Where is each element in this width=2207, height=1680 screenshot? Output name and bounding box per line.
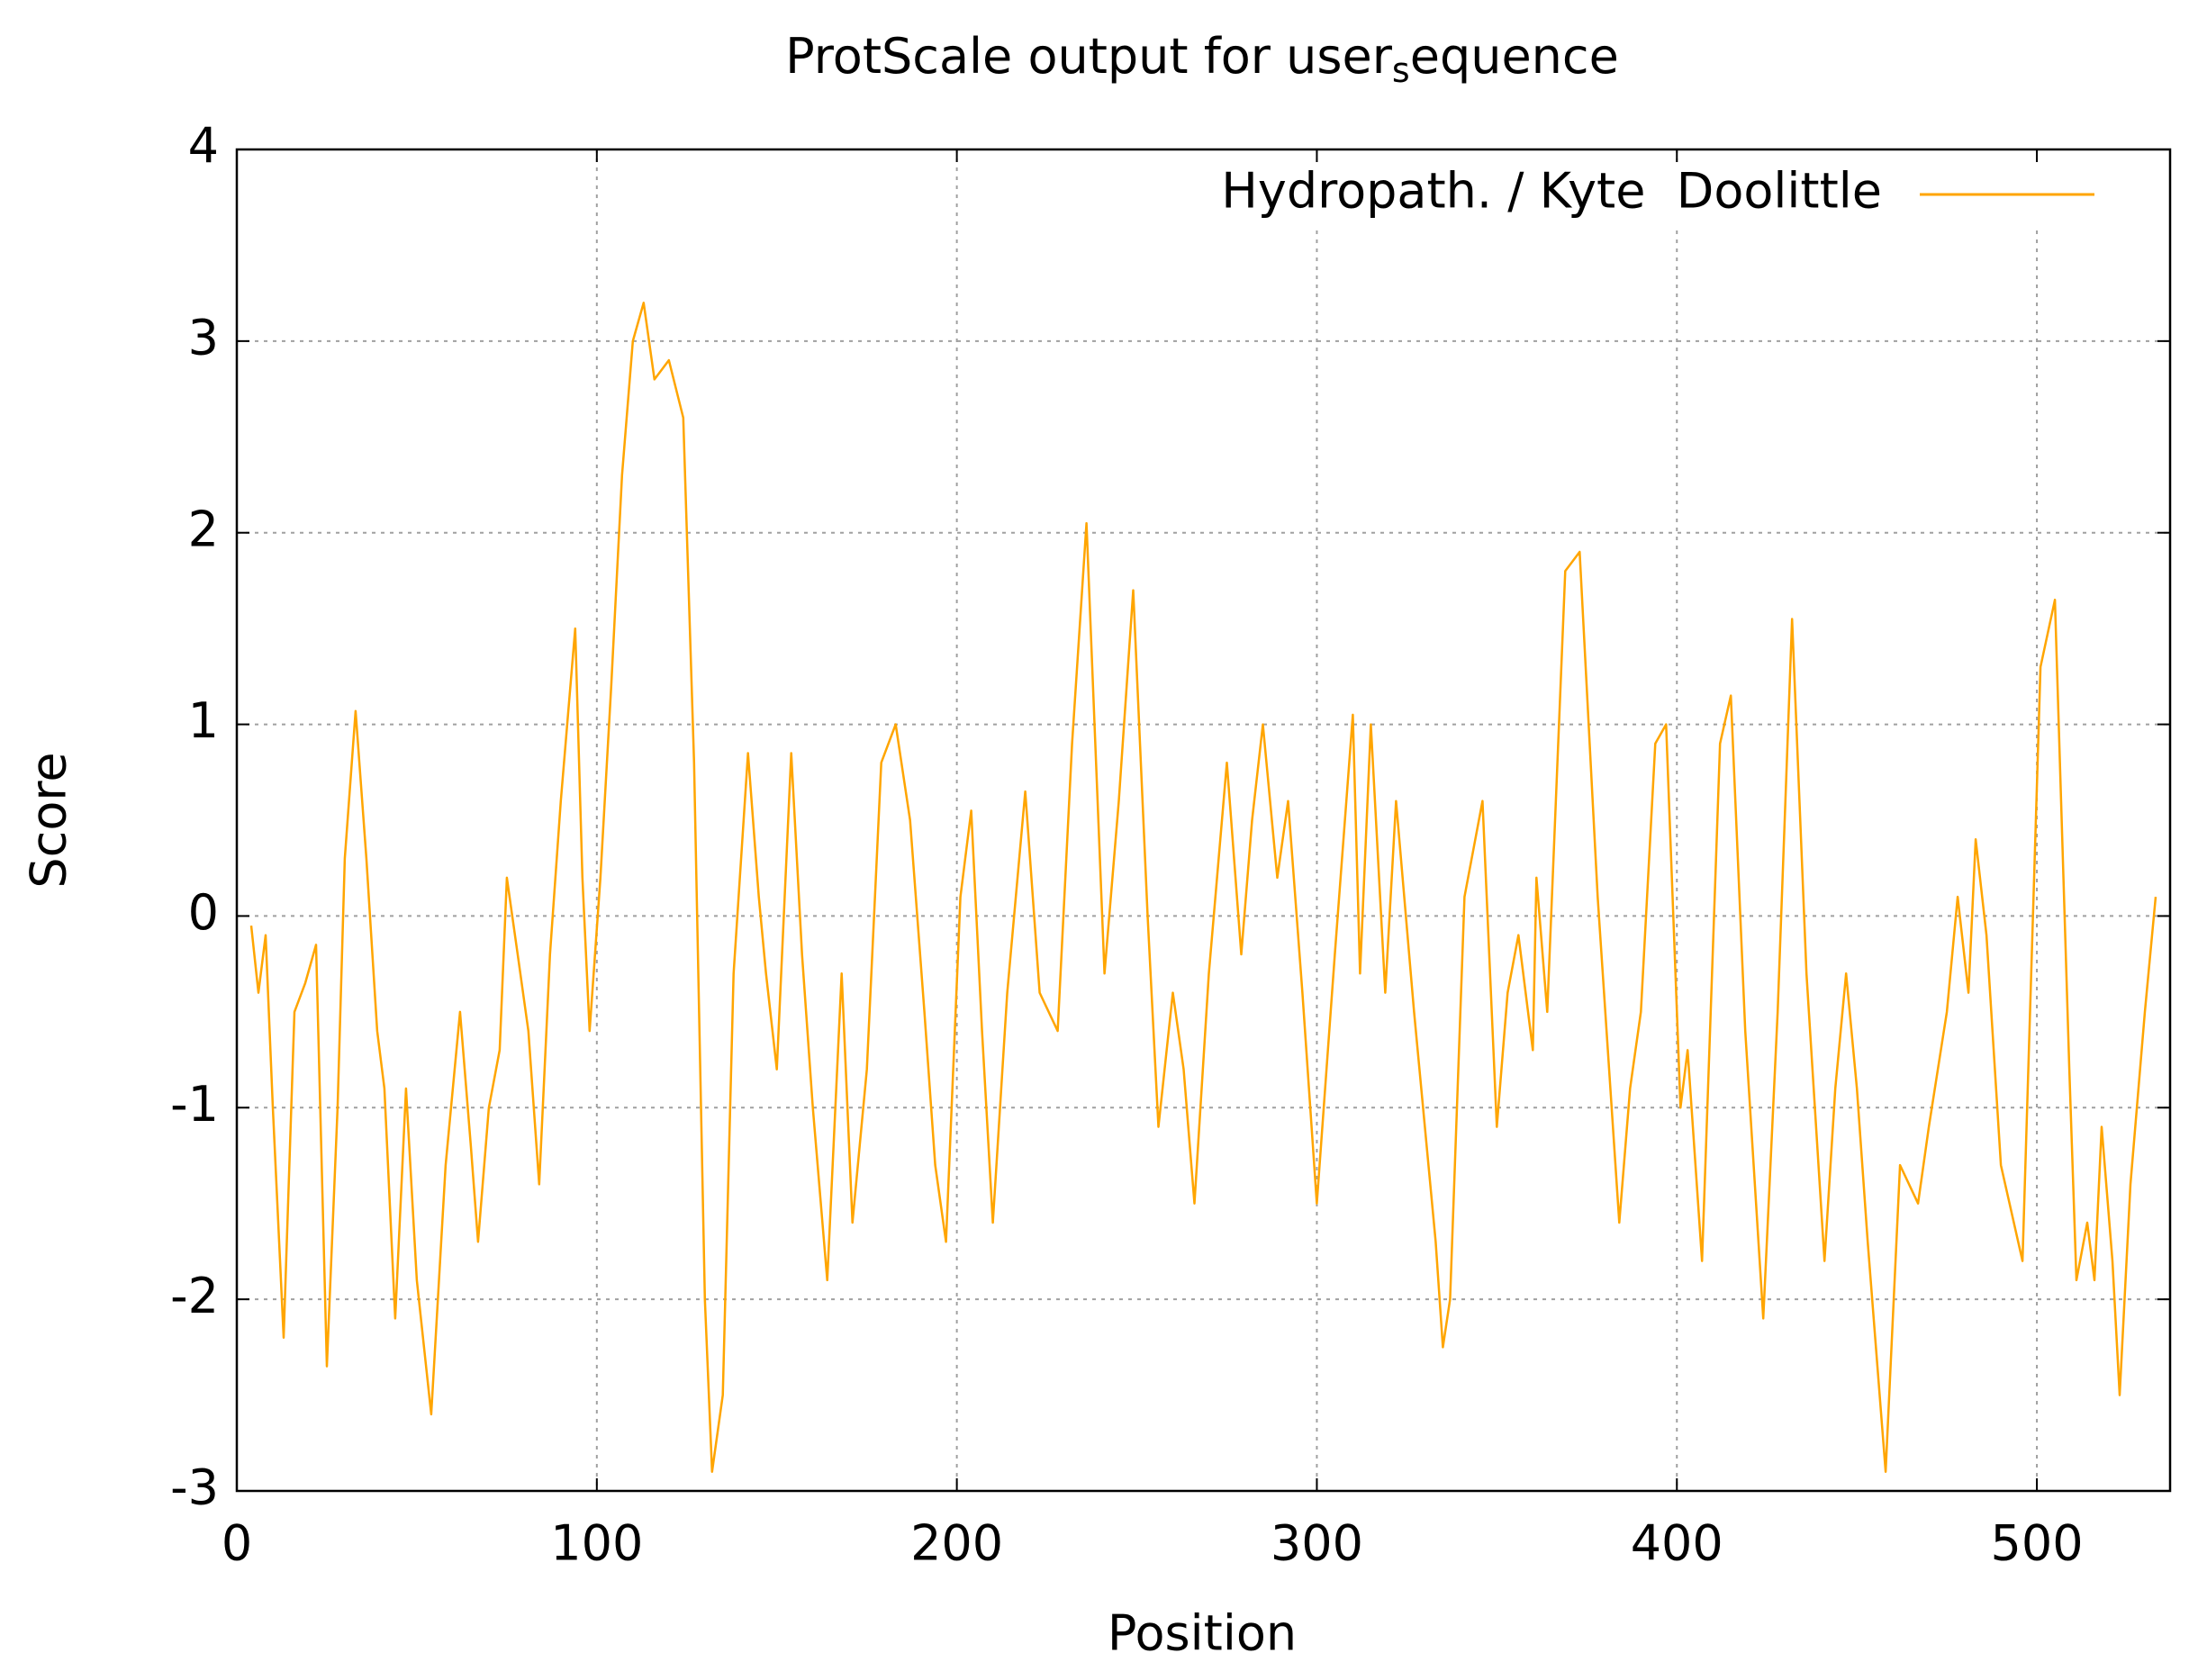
- y-tick-label: -2: [170, 1268, 219, 1324]
- y-axis-label: Score: [21, 752, 77, 888]
- x-tick-label: 200: [910, 1515, 1003, 1572]
- x-tick-label: 100: [550, 1515, 643, 1572]
- plot-frame: [235, 148, 2172, 1493]
- y-tick-label: 0: [188, 884, 219, 941]
- title-subscript: s: [1392, 50, 1410, 90]
- legend-label: Hydropath. / Kyte Doolittle: [1221, 163, 1882, 220]
- x-tick-label: 0: [222, 1515, 252, 1572]
- data-line: [249, 302, 2157, 1473]
- y-tick-label: -3: [170, 1459, 219, 1516]
- y-tick-label: 1: [188, 692, 219, 749]
- y-tick-label: 4: [188, 118, 219, 175]
- y-tick-label: 3: [188, 309, 219, 366]
- x-tick-label: 400: [1631, 1515, 1723, 1572]
- x-tick-label: 300: [1271, 1515, 1363, 1572]
- title-part: equence: [1410, 28, 1619, 85]
- x-tick-label: 500: [1991, 1515, 2084, 1572]
- y-tick-label: -1: [170, 1076, 219, 1133]
- x-axis-label: Position: [1108, 1605, 1297, 1662]
- y-tick-label: 2: [188, 501, 219, 557]
- chart-title: ProtScale output for usersequence: [785, 28, 1619, 90]
- title-part: ProtScale output for user: [785, 28, 1393, 85]
